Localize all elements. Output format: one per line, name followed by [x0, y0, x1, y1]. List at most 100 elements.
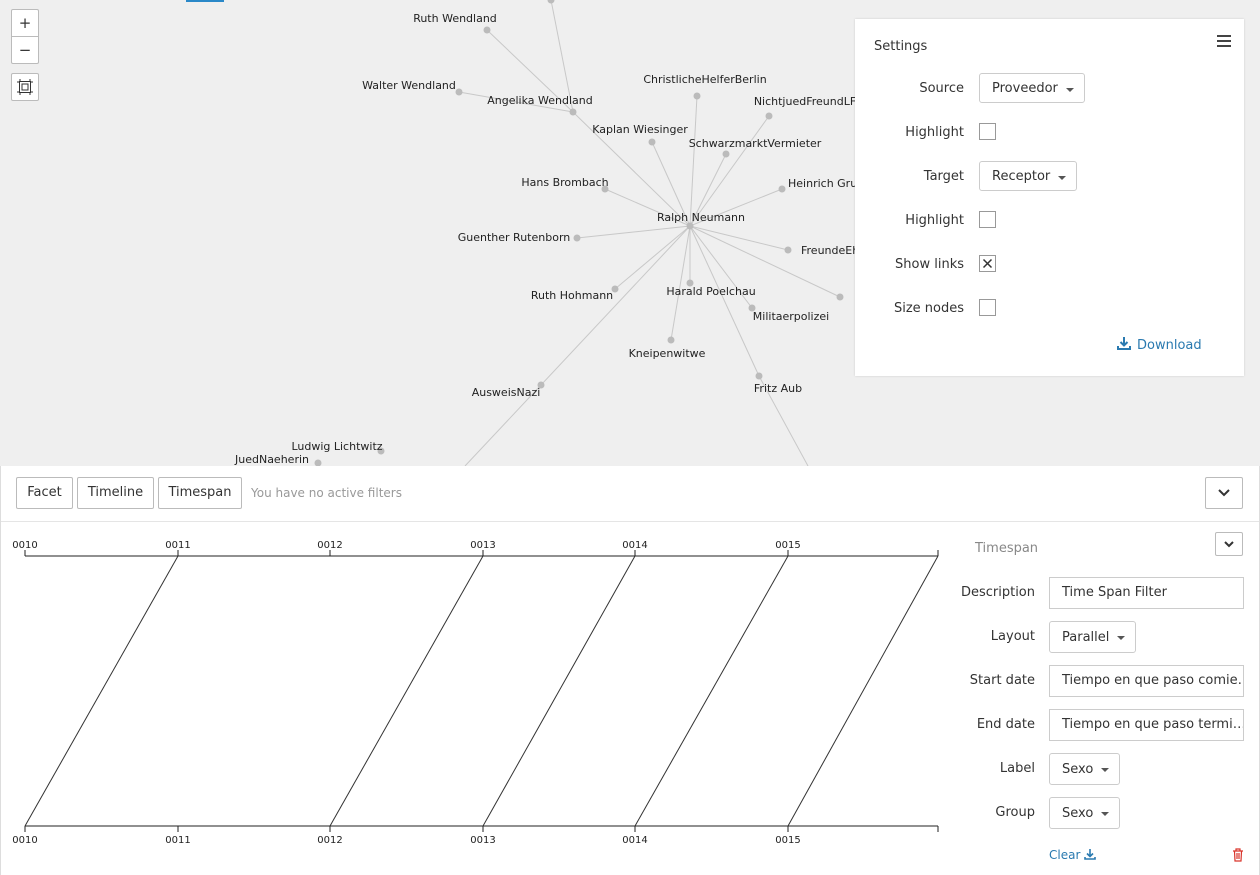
- edge: [458, 91, 574, 113]
- timespan-collapse[interactable]: [1215, 532, 1243, 556]
- edge: [550, 0, 574, 113]
- collapse-button[interactable]: [1205, 477, 1243, 509]
- filter-button[interactable]: Timeline: [77, 477, 154, 509]
- setting-label: Show links: [895, 257, 964, 272]
- timespan-link: [634, 555, 789, 827]
- edge: [486, 29, 574, 113]
- field-label: Label: [999, 761, 1035, 776]
- node-dot[interactable]: [755, 372, 763, 380]
- node-dot[interactable]: [483, 26, 491, 34]
- setting-label: Source: [919, 81, 964, 96]
- node-label: Harald Poelchau: [666, 285, 755, 298]
- timespan-link: [329, 555, 484, 827]
- node-label: Kneipenwitwe: [629, 347, 706, 360]
- checkbox[interactable]: [979, 255, 996, 272]
- tick-label: 0013: [470, 835, 495, 846]
- filter-button[interactable]: Facet: [16, 477, 73, 509]
- edge: [689, 225, 753, 309]
- setting-label: Target: [923, 169, 964, 184]
- node-dot[interactable]: [778, 185, 786, 193]
- node-dot[interactable]: [667, 336, 675, 344]
- node-dot[interactable]: [686, 279, 694, 287]
- node-dot[interactable]: [748, 304, 756, 312]
- edge: [670, 225, 691, 341]
- node-dot[interactable]: [455, 88, 463, 96]
- fit-view[interactable]: [11, 73, 39, 101]
- node-dot[interactable]: [377, 447, 385, 455]
- zoom-in[interactable]: +: [11, 9, 39, 36]
- select[interactable]: Proveedor: [979, 73, 1085, 103]
- timespan-title: Timespan: [975, 541, 1039, 556]
- active-indicator: [186, 0, 224, 2]
- download-icon: [1084, 849, 1097, 860]
- settings-panel: Settings Source Proveedor Highlight Target R…: [855, 19, 1244, 376]
- text-input[interactable]: Tiempo en que paso termi…: [1049, 709, 1244, 741]
- node-dot[interactable]: [537, 381, 545, 389]
- node-label: Walter Wendland: [362, 79, 456, 92]
- node-label: ChristlicheHelferBerlin: [643, 73, 766, 86]
- select[interactable]: Receptor: [979, 161, 1078, 191]
- node-label: Angelika Wendland: [487, 94, 592, 107]
- node-dot[interactable]: [573, 234, 581, 242]
- timespan-link: [482, 555, 636, 827]
- edge: [614, 225, 691, 290]
- tick-label: 0012: [317, 540, 342, 551]
- node-label: Kaplan Wiesinger: [592, 123, 688, 136]
- edge: [464, 384, 542, 466]
- edge: [576, 225, 691, 239]
- tick-label: 0011: [165, 540, 190, 551]
- field-label: Layout: [990, 629, 1035, 644]
- node-dot[interactable]: [693, 92, 701, 100]
- edge: [689, 225, 760, 377]
- checkbox[interactable]: [979, 299, 996, 316]
- node-dot[interactable]: [314, 459, 322, 467]
- tick-label: 0010: [12, 540, 37, 551]
- edge: [689, 225, 789, 251]
- node-label: AusweisNazi: [472, 386, 541, 399]
- node-label: Militaerpolizei: [753, 310, 829, 323]
- edge: [689, 225, 841, 298]
- timeline: 0010 0011 0012 0013 0014 0015 0010 0011 0012 0013…: [12, 540, 939, 846]
- setting-label: Highlight: [905, 213, 964, 228]
- node-dot[interactable]: [765, 112, 773, 120]
- node-label: Ruth Wendland: [413, 12, 497, 25]
- select[interactable]: Sexo: [1049, 797, 1121, 829]
- node-dot[interactable]: [648, 138, 656, 146]
- zoom-out[interactable]: −: [11, 36, 39, 64]
- text-input[interactable]: Tiempo en que paso comie…: [1049, 665, 1244, 697]
- checkbox[interactable]: [979, 123, 996, 140]
- clear-link[interactable]: Clear: [1049, 848, 1097, 862]
- separator: [1, 521, 1259, 522]
- chevron: [1224, 541, 1234, 548]
- node-label: SchwarzmarktVermieter: [689, 137, 822, 150]
- node-label: Ralph Neumann: [657, 211, 745, 224]
- tick-label: 0014: [622, 540, 647, 551]
- delete-icon[interactable]: [1232, 848, 1244, 862]
- node-dot[interactable]: [784, 246, 792, 254]
- node-dot[interactable]: [611, 285, 619, 293]
- tick-label: 0012: [317, 835, 342, 846]
- edge: [689, 115, 770, 227]
- field-label: Description: [960, 585, 1035, 600]
- node-dot[interactable]: [722, 150, 730, 158]
- menu-icon[interactable]: [1216, 34, 1232, 48]
- download-link[interactable]: Download: [1117, 337, 1202, 353]
- download-text: Download: [1137, 338, 1202, 353]
- select[interactable]: Parallel: [1049, 621, 1137, 653]
- text-input[interactable]: Time Span Filter: [1049, 577, 1244, 609]
- select[interactable]: Sexo: [1049, 753, 1121, 785]
- checkbox[interactable]: [979, 211, 996, 228]
- timespan-link: [24, 555, 179, 827]
- edge: [689, 153, 727, 227]
- node-dot[interactable]: [569, 108, 577, 116]
- chevron: [1218, 489, 1230, 497]
- download-icon: [1117, 337, 1131, 350]
- node-dot[interactable]: [686, 222, 694, 230]
- node-dot[interactable]: [601, 185, 609, 193]
- node-dot: [547, 0, 555, 4]
- clear-text: Clear: [1049, 848, 1081, 862]
- edge: [689, 95, 698, 227]
- setting-label: Size nodes: [893, 301, 964, 316]
- field-label: End date: [976, 717, 1035, 732]
- filter-button[interactable]: Timespan: [158, 477, 242, 509]
